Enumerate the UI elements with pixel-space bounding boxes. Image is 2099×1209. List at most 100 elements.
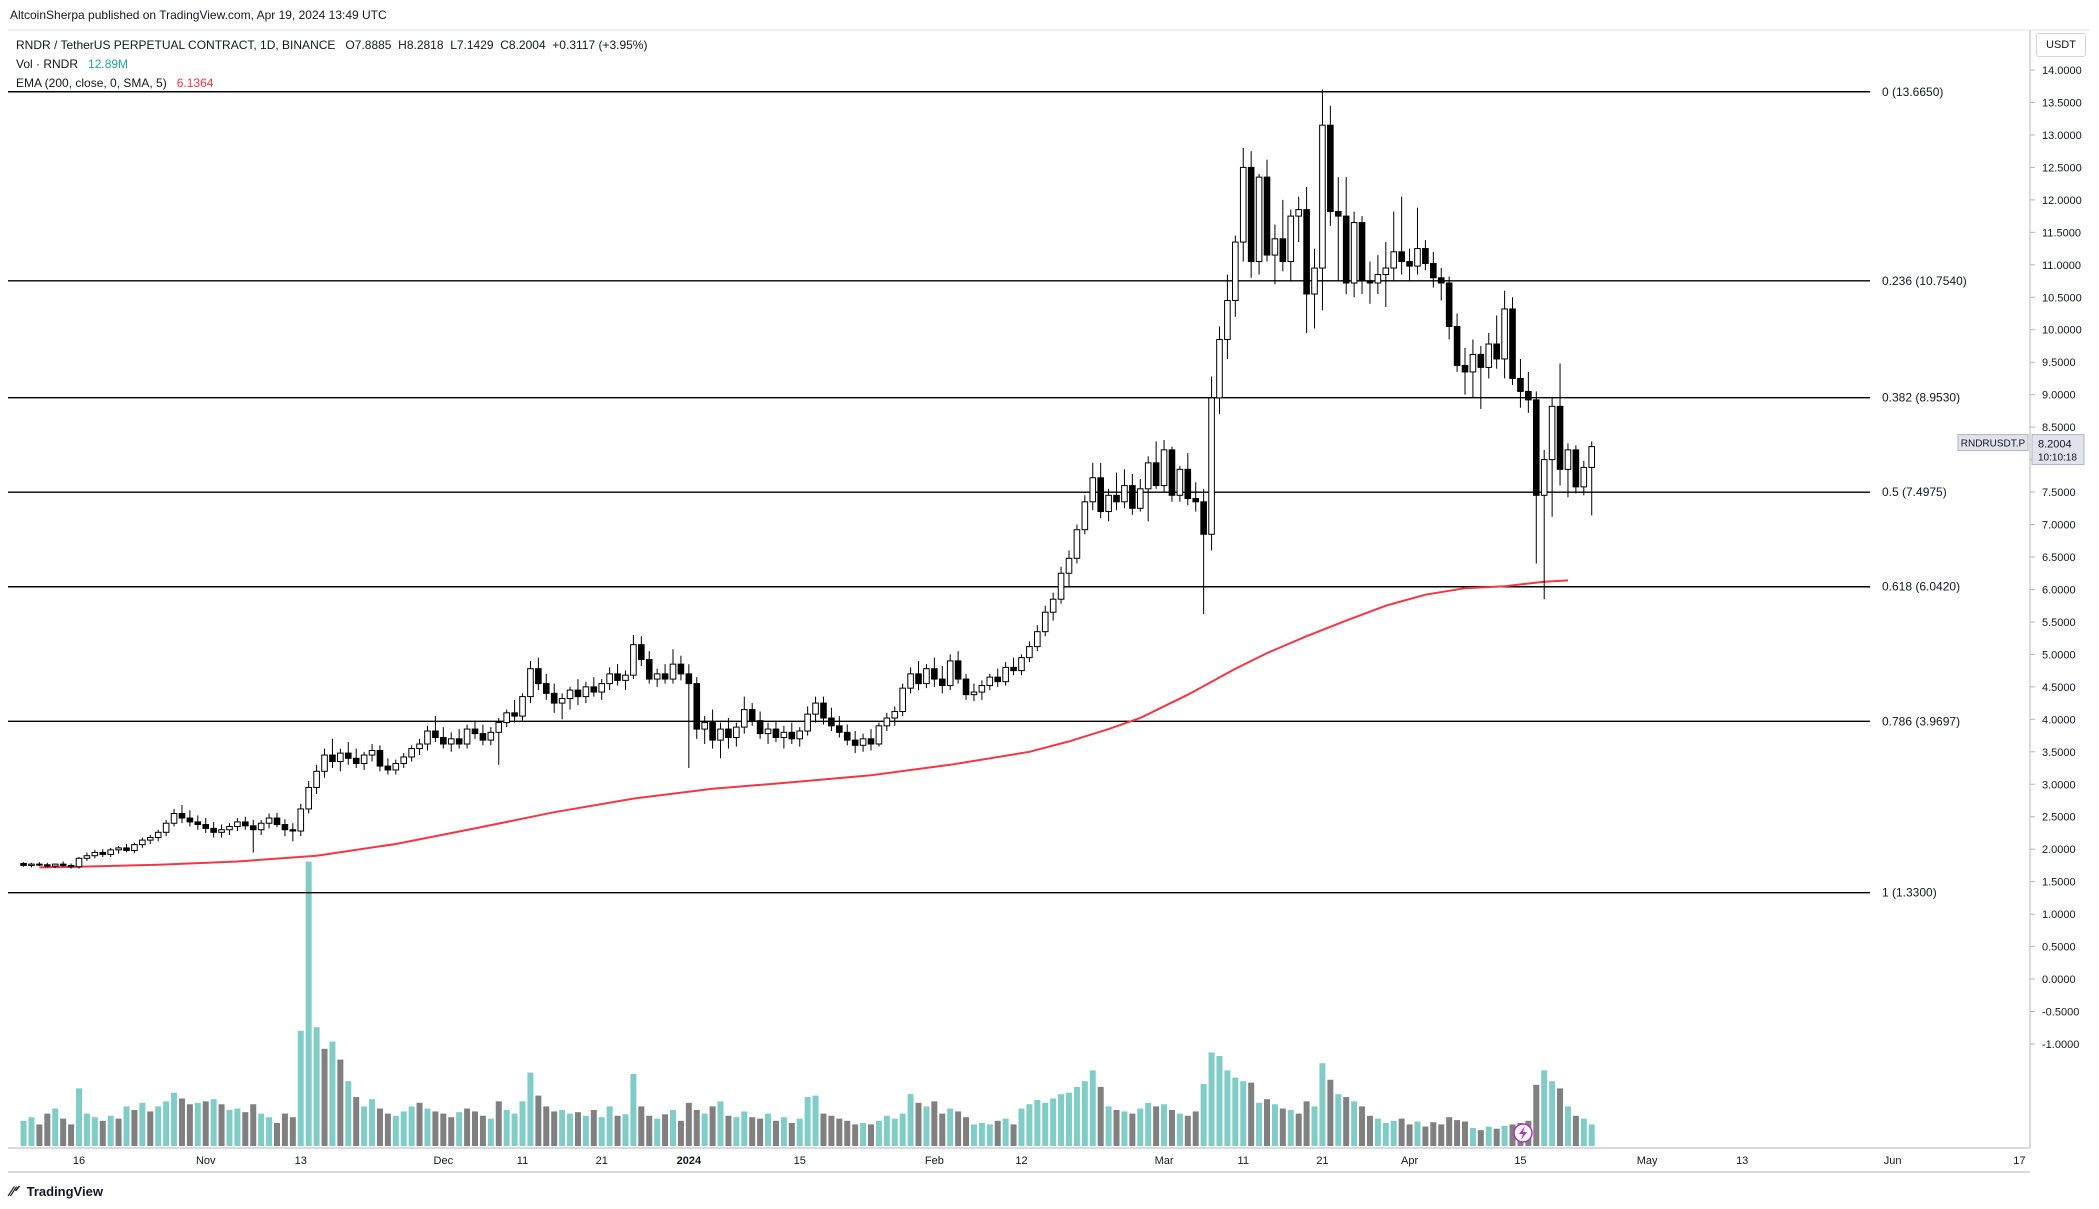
candle [1485, 332, 1493, 379]
candle-body-up [1350, 222, 1358, 284]
volume-bar [115, 1118, 122, 1146]
candle [1057, 566, 1065, 604]
candle-body-down [994, 676, 1002, 683]
candle-body-up [1390, 251, 1398, 269]
y-tick-label: 3.0000 [2042, 779, 2076, 791]
volume-bar [1271, 1104, 1278, 1146]
volume-bar [91, 1117, 98, 1146]
candle [1129, 473, 1136, 515]
volume-bar [353, 1097, 360, 1146]
volume-bar [551, 1111, 558, 1146]
volume-bar [1058, 1094, 1065, 1146]
candle [638, 636, 645, 667]
candle-body-down [1437, 277, 1445, 284]
volume-bar [1176, 1113, 1183, 1146]
volume-bar [717, 1101, 724, 1146]
volume-bar [923, 1106, 930, 1146]
ema-value: 6.1364 [176, 76, 214, 90]
candle-body-down [1366, 280, 1374, 284]
candle-body-up [115, 847, 122, 851]
candle [796, 727, 804, 747]
candle [75, 856, 83, 869]
candle-body-up [1501, 308, 1508, 360]
x-tick-label: 15 [1514, 1155, 1526, 1167]
candle [725, 718, 732, 749]
candle-body-up [598, 683, 606, 693]
y-tick-label: 6.5000 [2042, 552, 2076, 564]
x-tick-label: 13 [1736, 1155, 1748, 1167]
candlesticks [20, 89, 1596, 869]
volume-bar [495, 1101, 502, 1146]
candle [653, 668, 661, 687]
candle-body-up [154, 831, 162, 839]
candle-body-up [28, 863, 35, 866]
candle [1548, 397, 1556, 517]
symbol-name[interactable]: RNDR / TetherUS PERPETUAL CONTRACT, 1D, … [16, 38, 336, 52]
volume-bar [757, 1118, 764, 1146]
candle-body-up [859, 738, 867, 746]
candle-body-down [1263, 176, 1271, 256]
candle-body-up [1469, 353, 1477, 373]
candle [1517, 358, 1524, 408]
volume-bar [384, 1113, 391, 1146]
candle-body-up [1208, 397, 1215, 535]
candle-body-down [954, 660, 962, 680]
volume-bar [907, 1094, 914, 1146]
volume-bar [1430, 1122, 1437, 1146]
candle-body-up [234, 821, 241, 827]
candle-body-up [978, 685, 986, 693]
volume-label[interactable]: Vol · RNDR [16, 57, 79, 71]
last-price-text: 8.2004 [2038, 439, 2072, 451]
candle [321, 748, 328, 778]
y-tick-label: 9.0000 [2042, 390, 2076, 402]
candle [447, 732, 455, 752]
candle [590, 677, 598, 697]
y-tick-label: 4.0000 [2042, 714, 2076, 726]
candle-body-up [265, 817, 273, 824]
candle-body-up [780, 731, 788, 739]
candle [1026, 641, 1033, 663]
tradingview-logo-icon: ⁄⁄ᐟ [10, 1183, 21, 1199]
candle-body-up [392, 762, 400, 771]
candle [923, 664, 930, 689]
volume-bar [1311, 1106, 1318, 1146]
currency-unit-button[interactable]: USDT [2036, 33, 2086, 57]
candle-body-up [257, 822, 265, 831]
volume-bar [20, 1120, 27, 1146]
candle [487, 727, 495, 746]
candle-body-down [1493, 343, 1500, 360]
candle-body-up [812, 702, 819, 715]
volume-bar [1145, 1102, 1152, 1146]
volume-bar [250, 1104, 257, 1146]
fib-level-label: 1 (1.3300) [1882, 886, 1937, 900]
volume-bar [1184, 1115, 1191, 1146]
candle-body-up [1255, 176, 1263, 263]
candle [550, 683, 558, 713]
candle [622, 670, 629, 691]
candle [99, 849, 107, 857]
candle [907, 667, 914, 694]
candle-body-up [764, 728, 772, 735]
chart-legend: RNDR / TetherUS PERPETUAL CONTRACT, 1D, … [16, 36, 647, 93]
volume-bar [178, 1098, 185, 1146]
volume-bar [1351, 1101, 1358, 1146]
candle [669, 649, 677, 684]
volume-bar [131, 1110, 138, 1146]
volume-bar [503, 1110, 510, 1146]
volume-bar [511, 1113, 518, 1146]
candle [44, 862, 51, 868]
ema-label[interactable]: EMA (200, close, 0, SMA, 5) [16, 76, 167, 90]
candle-body-down [1406, 261, 1413, 267]
candle-body-down [36, 863, 43, 866]
volume-bar [1549, 1081, 1556, 1146]
volume-bar [1073, 1086, 1080, 1146]
volume-bar [329, 1041, 336, 1146]
candle [915, 660, 922, 691]
fib-level-label: 0 (13.6650) [1882, 85, 1943, 99]
candle-body-down [828, 717, 835, 727]
candle [748, 703, 756, 726]
candle-body-up [1239, 166, 1247, 243]
candle-body-up [907, 673, 914, 689]
footer-brand[interactable]: ⁄⁄ᐟ TradingView [10, 1183, 103, 1200]
